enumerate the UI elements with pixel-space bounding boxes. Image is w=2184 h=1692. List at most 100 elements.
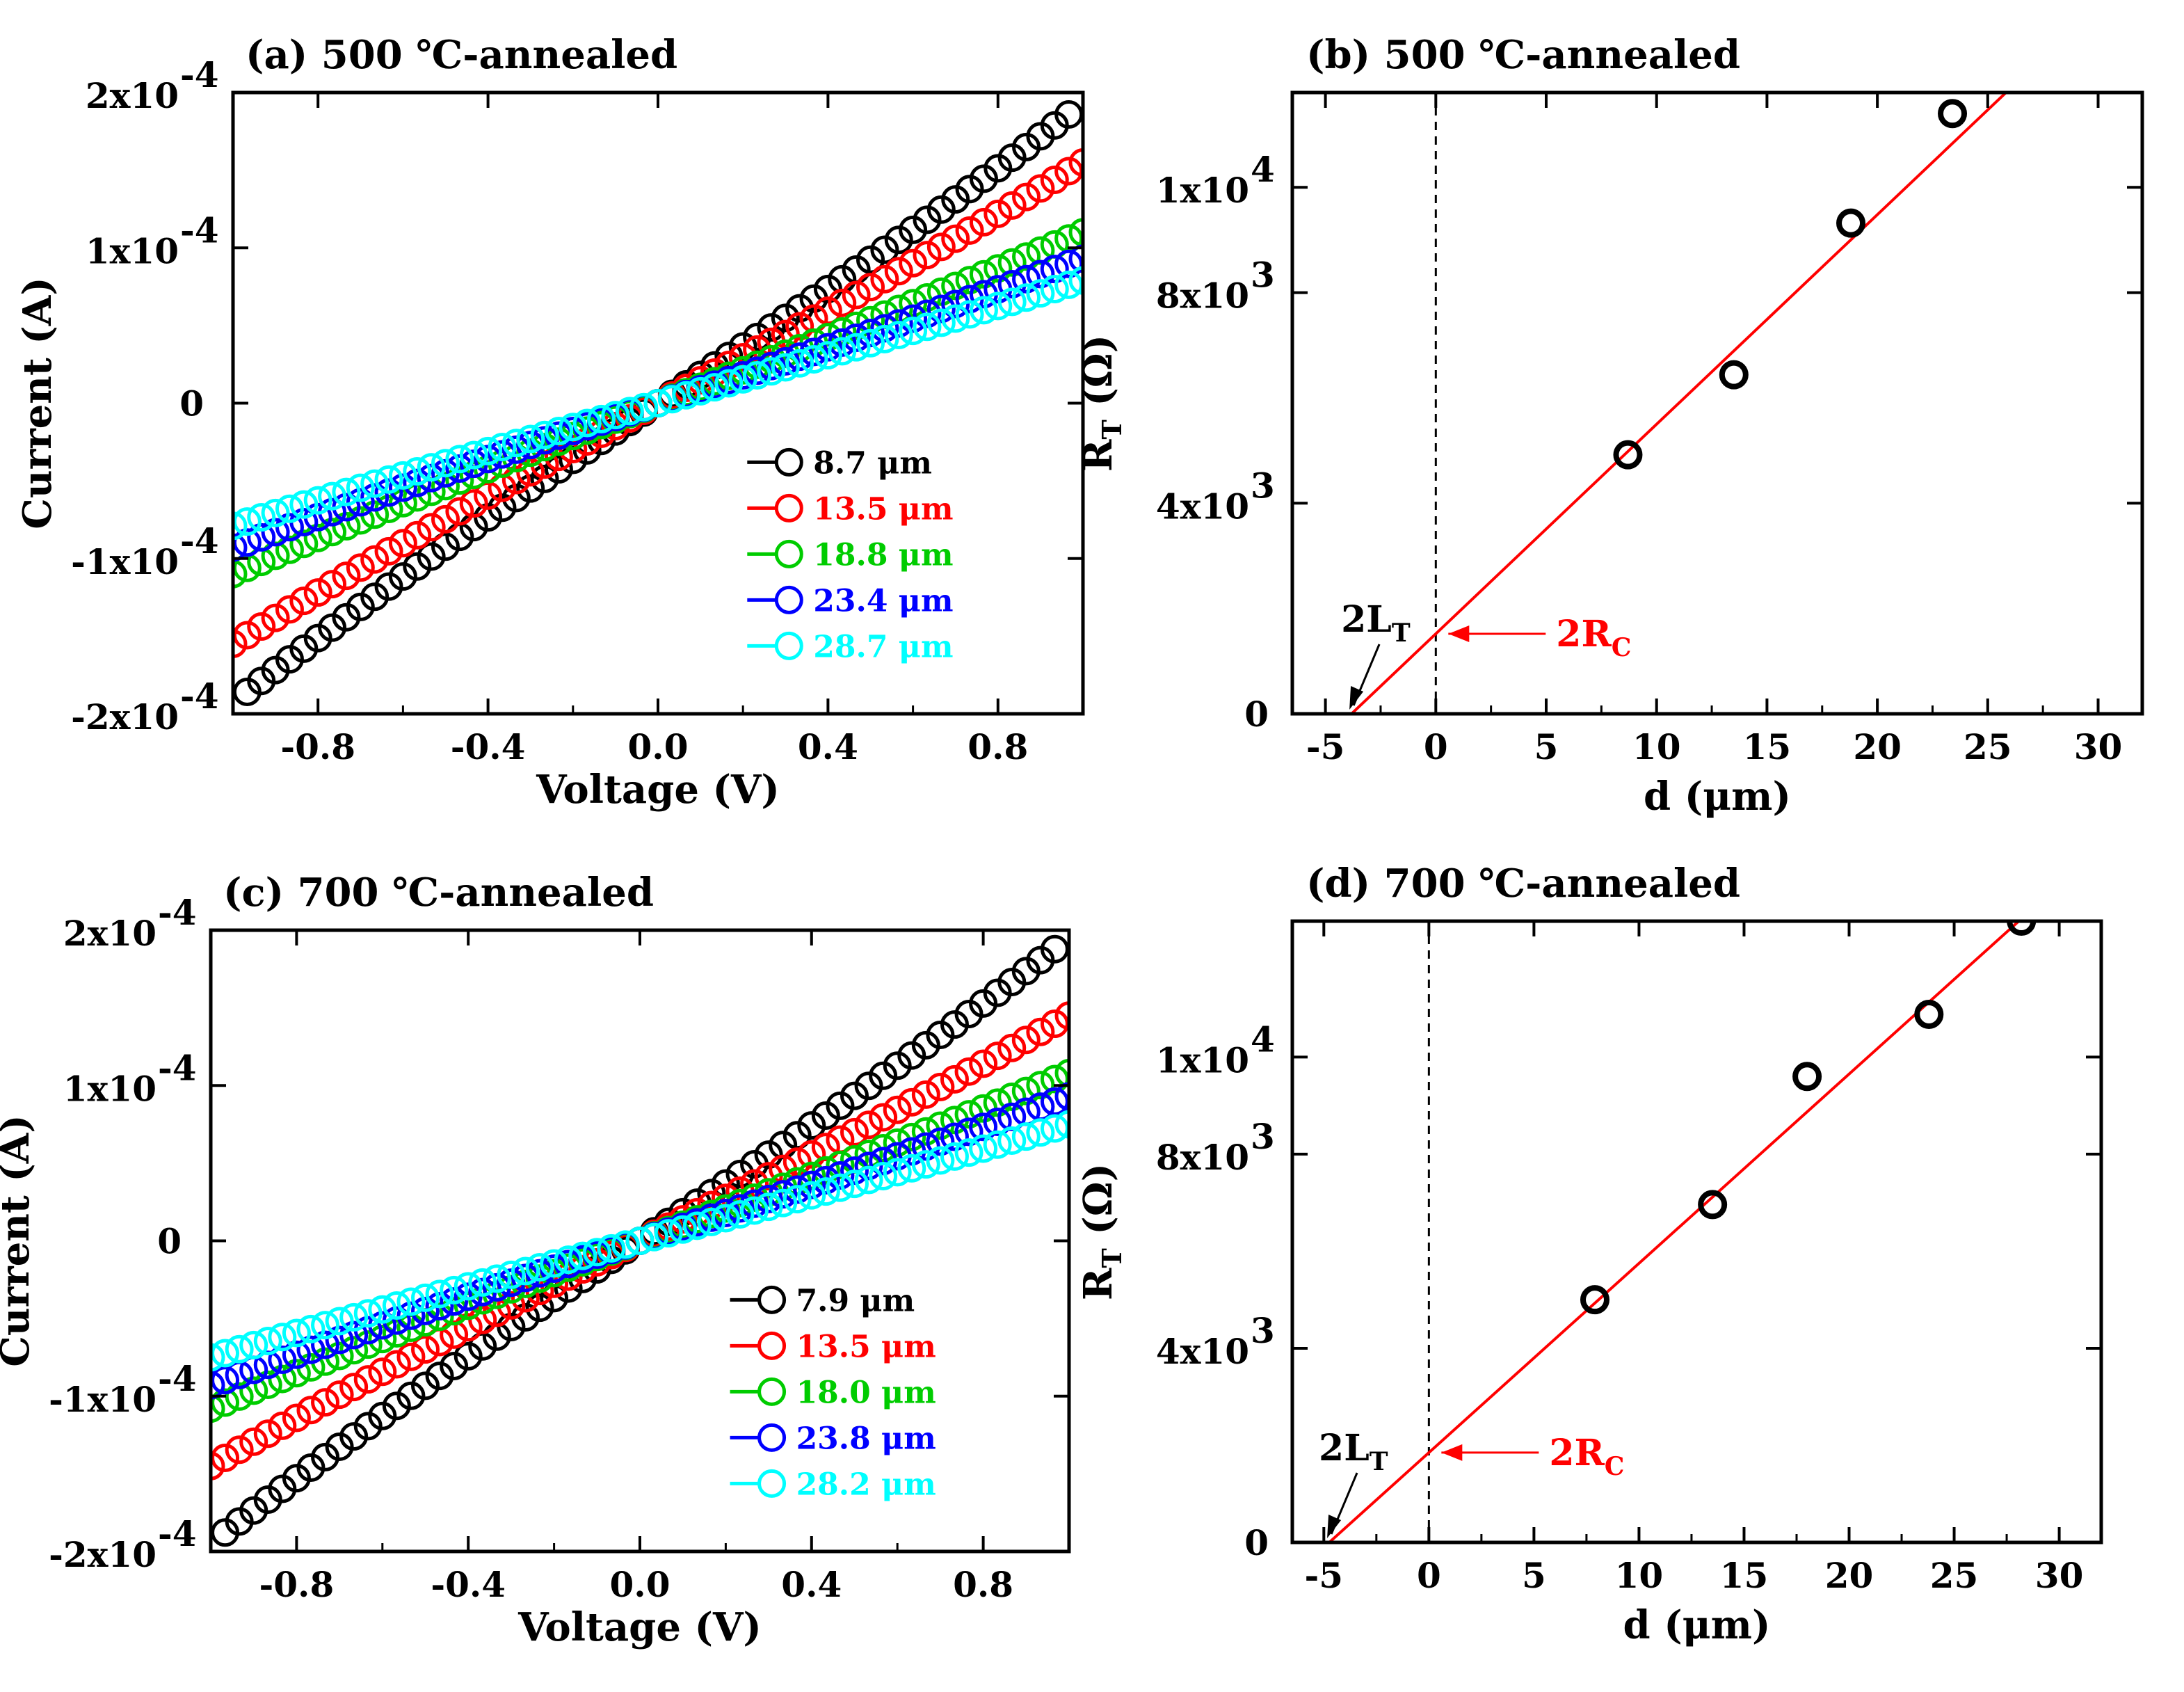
- data-point: [261, 518, 290, 547]
- legend-item: 13.5 μm: [747, 491, 954, 527]
- plot-frame-b: [1290, 90, 2144, 716]
- data-point: [431, 504, 460, 534]
- data-point: [926, 1146, 955, 1175]
- data-point: [983, 1108, 1012, 1137]
- data-point: [1914, 999, 1944, 1029]
- data-point: [431, 458, 460, 488]
- data-point: [1613, 440, 1643, 470]
- y-axis-title: RT (Ω): [1075, 335, 1127, 472]
- series-13.5: [233, 147, 1083, 659]
- legend-label: 23.4 μm: [813, 583, 953, 618]
- data-point: [884, 309, 913, 338]
- data-point: [983, 154, 1013, 183]
- data-point: [997, 1033, 1027, 1062]
- data-point: [826, 1150, 855, 1179]
- data-point: [840, 1117, 869, 1147]
- series-group: [233, 100, 1083, 706]
- data-point: [926, 1021, 955, 1050]
- data-point: [525, 1252, 554, 1282]
- data-point: [296, 1396, 326, 1425]
- annotations: 2LT 2RC: [1319, 1427, 1624, 1538]
- data-point: [1836, 208, 1866, 238]
- data-point: [884, 321, 913, 350]
- data-point: [711, 1204, 740, 1233]
- data-point: [828, 288, 857, 317]
- data-point: [339, 1336, 369, 1365]
- data-point: [339, 1422, 369, 1451]
- annotation-2rc-main: 2R: [1549, 1432, 1605, 1474]
- legend-marker: [757, 1469, 787, 1498]
- data-point: [332, 477, 361, 506]
- y-tick-exponent: -4: [180, 520, 219, 561]
- data-point: [431, 472, 460, 501]
- legend-marker: [757, 1331, 787, 1360]
- data-point: [440, 1275, 469, 1304]
- x-tick-label: 0.0: [628, 726, 689, 767]
- data-point: [374, 478, 403, 507]
- data-point: [275, 494, 304, 523]
- data-point: [211, 1339, 240, 1368]
- data-point: [1054, 1082, 1069, 1111]
- data-point: [771, 303, 800, 333]
- data-point: [682, 1211, 712, 1240]
- series-18.8: [233, 218, 1083, 589]
- y-axis-title: Current (A): [15, 277, 61, 529]
- y-tick-label: 0: [1244, 1522, 1269, 1563]
- data-point: [969, 164, 998, 193]
- data-point: [311, 1388, 340, 1417]
- y-tick-mantissa: 4x10: [1156, 1331, 1249, 1372]
- data-point: [869, 1161, 898, 1190]
- x-axis-title: Voltage (V): [517, 1604, 762, 1650]
- data-point: [941, 289, 970, 319]
- data-point: [211, 1388, 240, 1417]
- series-18.0: [211, 1058, 1069, 1423]
- data-point: [382, 1391, 411, 1421]
- data-point: [1040, 255, 1069, 284]
- data-point: [771, 353, 800, 382]
- data-point: [983, 1088, 1012, 1117]
- data-point: [311, 1330, 340, 1359]
- data-point: [303, 486, 332, 515]
- data-point: [417, 513, 446, 542]
- legend-label: 13.5 μm: [813, 491, 953, 527]
- data-point: [785, 312, 814, 341]
- data-point: [275, 513, 304, 542]
- panel-c: (c) 700 ℃-annealed-0.8 -0.4 0.0 0.4 0.82x10-…: [0, 870, 1071, 1650]
- data-point: [530, 420, 559, 449]
- data-point: [332, 561, 361, 591]
- data-point: [325, 1432, 354, 1461]
- data-point: [2007, 921, 2037, 936]
- data-point: [325, 1307, 354, 1336]
- y-tick-label: 2x10-4: [63, 892, 197, 954]
- data-point: [440, 1320, 469, 1349]
- data-point: [425, 1279, 454, 1309]
- data-point: [1012, 283, 1041, 312]
- data-point: [969, 296, 998, 325]
- data-point: [411, 1283, 440, 1312]
- data-point: [913, 241, 942, 270]
- data-point: [826, 1091, 855, 1120]
- legend-label: 28.2 μm: [796, 1467, 936, 1502]
- data-point: [826, 1173, 855, 1202]
- data-point: [275, 595, 304, 624]
- data-point: [289, 634, 319, 663]
- x-tick-label: 0.8: [953, 1564, 1013, 1605]
- y-tick-value: 0: [1244, 1522, 1269, 1563]
- panel-title: (a) 500 ℃-annealed: [246, 32, 677, 78]
- data-point: [640, 1222, 669, 1252]
- y-tick-exponent: 4: [1251, 1019, 1275, 1060]
- data-point: [403, 552, 432, 581]
- data-point: [1068, 147, 1083, 177]
- legend-label: 13.5 μm: [796, 1329, 936, 1364]
- y-tick-exponent: 3: [1251, 1116, 1275, 1157]
- data-point: [797, 1140, 826, 1169]
- data-point: [268, 1323, 297, 1352]
- data-point: [654, 1219, 683, 1248]
- data-point: [840, 1170, 869, 1199]
- data-point: [474, 436, 503, 465]
- series-23.8: [211, 1082, 1069, 1400]
- series-7.9: [211, 934, 1069, 1547]
